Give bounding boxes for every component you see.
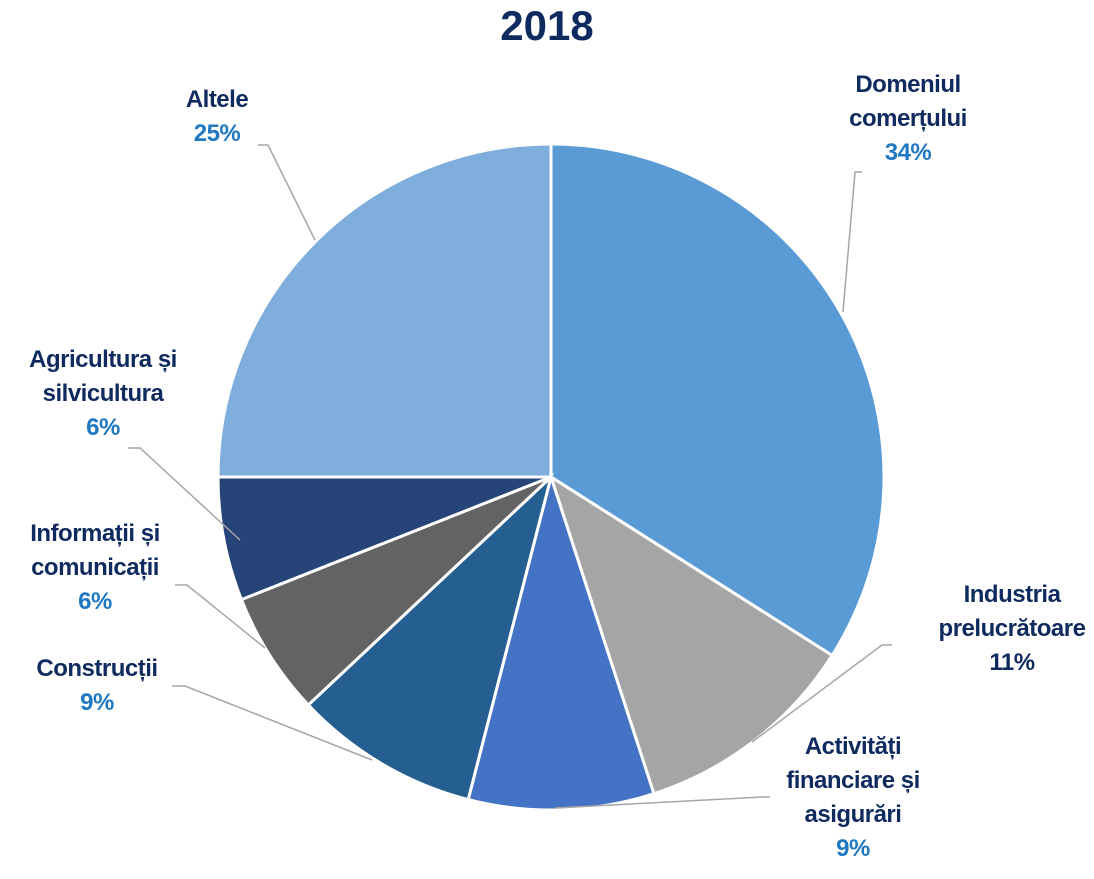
value-label: 11%: [989, 649, 1035, 676]
pie-slice: [239, 475, 553, 708]
leader-line: [175, 584, 266, 649]
leader-line: [842, 171, 862, 313]
category-label: Altele: [185, 86, 249, 113]
value-label: 6%: [86, 414, 120, 441]
category-label: Domeniul comerțului: [849, 71, 967, 132]
slice-label: Domeniul comerțului 34%: [813, 68, 1003, 170]
pie-slice: [549, 142, 886, 658]
value-label: 6%: [78, 588, 112, 615]
value-label: 9%: [80, 689, 114, 716]
slice-label: Agricultura și silvicultura 6%: [8, 343, 198, 445]
leader-line: [751, 644, 892, 743]
pie-slice: [216, 475, 552, 602]
leader-line: [128, 447, 241, 541]
slice-label: Altele 25%: [122, 83, 312, 151]
category-label: Construcții: [36, 655, 158, 682]
chart-title: 2018: [500, 2, 594, 49]
category-label: Agricultura și silvicultura: [29, 346, 177, 407]
pie-slice: [216, 142, 553, 479]
value-label: 9%: [836, 835, 870, 862]
value-label: 34%: [884, 139, 932, 166]
value-label: 25%: [193, 120, 241, 147]
slice-label: Activități financiare și asigurări 9%: [758, 730, 948, 866]
leader-line: [172, 685, 373, 761]
slice-label: Informații și comunicații 6%: [0, 517, 190, 619]
leader-line: [258, 144, 316, 241]
slice-label: Construcții 9%: [2, 652, 192, 720]
category-label: Activități financiare și asigurări: [786, 733, 920, 828]
category-label: Industria prelucrătoare: [938, 581, 1086, 642]
leader-line: [554, 796, 770, 809]
pie-slice: [306, 472, 554, 802]
leader-lines: [128, 144, 892, 809]
slice-label: Industria prelucrătoare 11%: [917, 578, 1094, 680]
category-label: Informații și comunicații: [30, 520, 160, 581]
pie-slice: [466, 471, 656, 812]
